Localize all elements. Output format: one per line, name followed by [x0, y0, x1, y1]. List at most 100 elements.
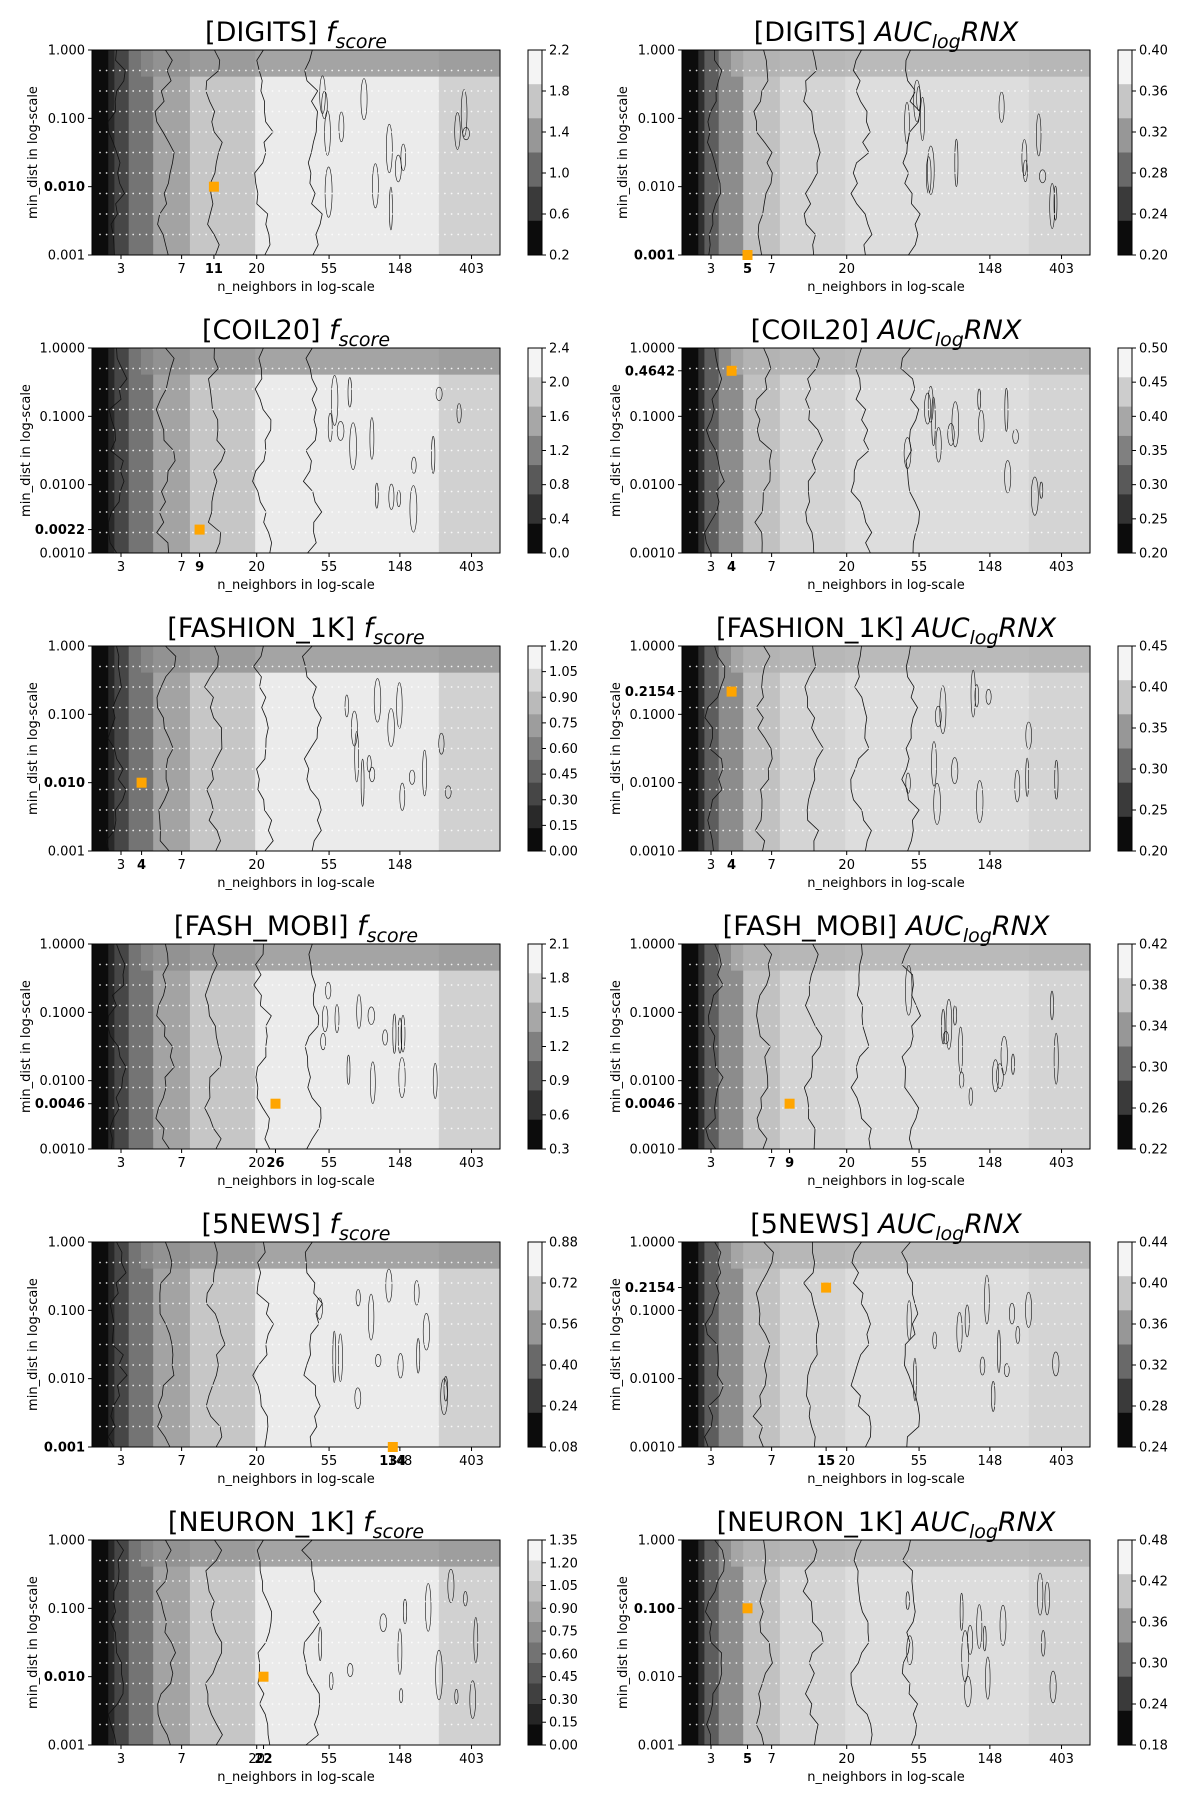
grid-sample-dot — [152, 788, 155, 791]
grid-sample-dot — [722, 90, 725, 92]
grid-sample-dot — [835, 90, 837, 92]
grid-sample-dot — [788, 69, 791, 72]
grid-sample-dot — [158, 151, 161, 154]
grid-sample-dot — [271, 490, 274, 493]
contour-line — [1031, 476, 1039, 516]
grid-sample-dot — [1000, 747, 1003, 750]
grid-sample-dot — [722, 829, 725, 832]
grid-sample-dot — [364, 747, 367, 750]
grid-sample-dot — [119, 1086, 121, 1089]
grid-sample-dot — [99, 747, 101, 750]
grid-sample-dot — [1014, 809, 1016, 811]
grid-sample-dot — [689, 192, 691, 195]
grid-sample-dot — [192, 1066, 194, 1068]
grid-sample-dot — [795, 829, 797, 832]
grid-sample-dot — [357, 233, 360, 236]
grid-sample-dot — [881, 367, 884, 370]
colorbar-segment — [1118, 50, 1132, 85]
grid-sample-dot — [788, 429, 791, 431]
grid-sample-dot — [888, 388, 890, 390]
grid-sample-dot — [470, 747, 473, 750]
grid-sample-dot — [947, 90, 950, 92]
grid-sample-dot — [821, 829, 824, 832]
grid-sample-dot — [424, 665, 426, 668]
grid-sample-dot — [258, 388, 261, 390]
grid-sample-dot — [854, 408, 857, 411]
grid-sample-dot — [1020, 727, 1023, 729]
grid-sample-dot — [364, 1066, 367, 1068]
grid-sample-dot — [695, 963, 698, 966]
grid-sample-dot — [961, 686, 963, 688]
grid-sample-dot — [192, 1004, 194, 1007]
grid-sample-dot — [331, 963, 334, 966]
grid-sample-dot — [821, 69, 824, 72]
grid-sample-dot — [311, 809, 314, 811]
grid-sample-dot — [391, 490, 393, 493]
grid-sample-dot — [351, 829, 353, 832]
grid-sample-dot — [934, 963, 937, 966]
grid-sample-dot — [185, 747, 188, 750]
grid-sample-dot — [748, 388, 751, 390]
grid-sample-dot — [1000, 963, 1003, 966]
grid-sample-dot — [185, 490, 188, 493]
grid-sample-dot — [444, 963, 446, 966]
grid-sample-dot — [1014, 233, 1016, 236]
grid-sample-dot — [775, 449, 778, 452]
grid-sample-dot — [344, 706, 347, 709]
grid-sample-dot — [291, 490, 294, 493]
grid-sample-dot — [722, 110, 725, 113]
grid-sample-dot — [888, 531, 890, 534]
grid-sample-dot — [463, 131, 466, 133]
grid-sample-dot — [894, 1004, 897, 1007]
grid-sample-dot — [961, 706, 963, 709]
grid-sample-dot — [152, 131, 155, 133]
grid-sample-dot — [742, 90, 744, 92]
grid-sample-dot — [689, 1127, 691, 1130]
grid-sample-dot — [1053, 809, 1056, 811]
contour-band — [438, 1242, 501, 1447]
colorbar-tick-label: 0.6 — [549, 1108, 570, 1123]
grid-sample-dot — [689, 511, 691, 513]
grid-sample-dot — [762, 449, 764, 452]
grid-sample-dot — [264, 768, 267, 770]
grid-sample-dot — [371, 1127, 373, 1130]
grid-sample-dot — [112, 429, 115, 431]
grid-sample-dot — [755, 984, 758, 986]
grid-sample-dot — [138, 90, 141, 92]
grid-sample-dot — [337, 963, 340, 966]
grid-sample-dot — [331, 449, 334, 452]
grid-sample-dot — [821, 1025, 824, 1027]
grid-sample-dot — [337, 1025, 340, 1027]
grid-sample-dot — [105, 686, 108, 688]
grid-sample-dot — [881, 809, 884, 811]
grid-sample-dot — [364, 90, 367, 92]
grid-sample-dot — [211, 531, 214, 534]
contour-line — [416, 1338, 421, 1374]
grid-sample-dot — [198, 470, 201, 472]
grid-sample-dot — [119, 963, 121, 966]
grid-sample-dot — [371, 1107, 373, 1109]
grid-sample-dot — [808, 110, 811, 113]
grid-sample-dot — [377, 367, 380, 370]
grid-sample-dot — [364, 172, 367, 174]
grid-sample-dot — [874, 90, 877, 92]
grid-sample-dot — [178, 1066, 181, 1068]
grid-sample-dot — [788, 511, 791, 513]
grid-sample-dot — [914, 429, 917, 431]
grid-sample-dot — [231, 706, 234, 709]
grid-sample-dot — [1060, 809, 1063, 811]
grid-sample-dot — [457, 470, 460, 472]
grid-sample-dot — [755, 233, 758, 236]
grid-sample-dot — [391, 388, 393, 390]
grid-sample-dot — [344, 110, 347, 113]
grid-sample-dot — [808, 1086, 811, 1089]
grid-sample-dot — [377, 809, 380, 811]
grid-sample-dot — [961, 490, 963, 493]
grid-sample-dot — [788, 747, 791, 750]
grid-sample-dot — [861, 131, 864, 133]
grid-sample-dot — [450, 984, 453, 986]
colorbar-segment — [528, 186, 542, 222]
grid-sample-dot — [861, 984, 864, 986]
grid-sample-dot — [782, 233, 784, 236]
grid-sample-dot — [225, 131, 227, 133]
